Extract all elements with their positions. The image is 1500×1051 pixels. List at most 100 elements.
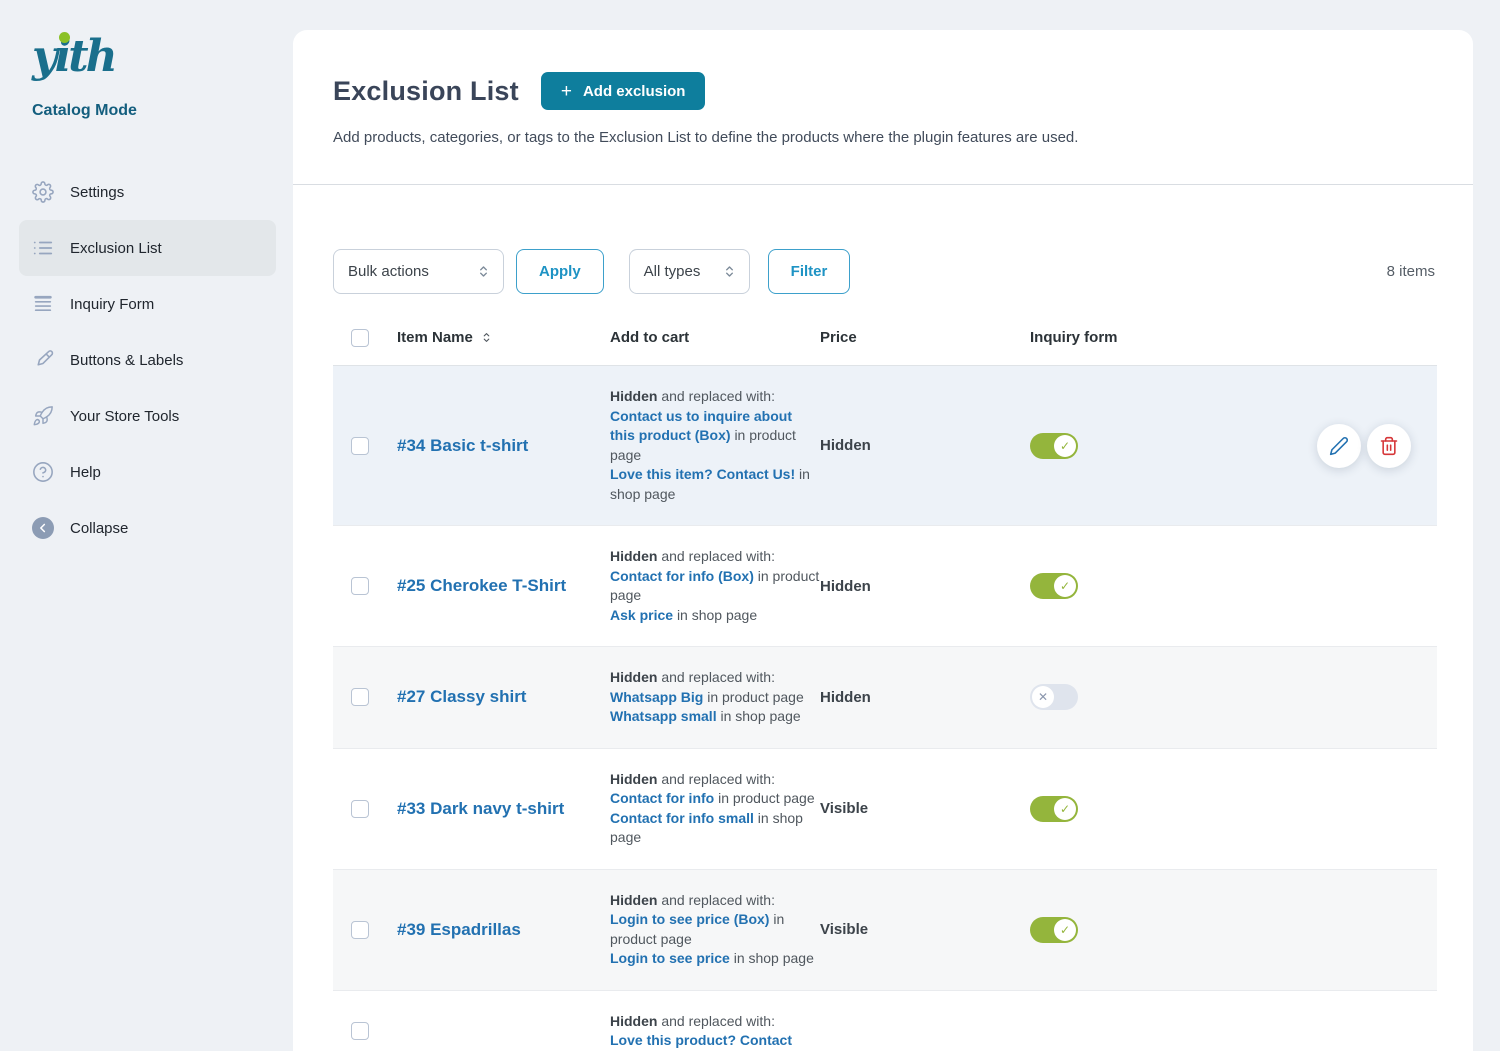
page-header: Exclusion List + Add exclusion Add produ… [293, 30, 1473, 185]
gear-icon [32, 181, 54, 203]
toggle-knob-icon: ✓ [1054, 434, 1076, 457]
item-name-link[interactable]: #27 Classy shirt [397, 687, 527, 707]
table-body: #34 Basic t-shirt Hidden and replaced wi… [333, 366, 1437, 1051]
row-actions [1317, 423, 1411, 468]
price-value: Hidden [820, 437, 871, 454]
sidebar-item-buttons-labels[interactable]: Buttons & Labels [19, 332, 276, 388]
rocket-icon [32, 405, 54, 427]
row-checkbox[interactable] [351, 1022, 369, 1040]
item-name-link[interactable]: #33 Dark navy t-shirt [397, 798, 565, 818]
inquiry-toggle[interactable]: ✓ [1030, 432, 1078, 459]
list-icon [32, 237, 54, 259]
toggle-knob-icon: ✓ [1054, 797, 1076, 820]
sidebar-item-label: Collapse [70, 519, 129, 537]
price-value: Hidden [820, 577, 871, 595]
chevron-updown-icon [722, 264, 737, 279]
form-lines-icon [32, 293, 54, 315]
column-header-add-to-cart: Add to cart [610, 329, 690, 346]
sidebar-item-label: Inquiry Form [70, 295, 155, 313]
product-page-link[interactable]: Love this product? Contact [610, 1032, 792, 1048]
add-to-cart-cell: Hidden and replaced with: Contact for in… [610, 770, 815, 846]
add-exclusion-button[interactable]: + Add exclusion [540, 72, 706, 110]
add-to-cart-cell: Hidden and replaced with: Contact for in… [610, 548, 820, 623]
sidebar-item-label: Settings [70, 183, 125, 201]
collapse-arrow-icon [32, 517, 54, 539]
type-filter-select[interactable]: All types [628, 249, 750, 294]
row-checkbox[interactable] [351, 577, 369, 595]
shop-page-link[interactable]: Ask price [610, 606, 674, 623]
product-page-link[interactable]: Contact for info [610, 790, 715, 806]
exclusion-table: Item Name Add to cart Price Inquiry form… [333, 310, 1437, 1051]
price-value: Visible [820, 921, 869, 938]
chevron-updown-icon [476, 264, 491, 279]
inquiry-toggle[interactable]: ✓ [1030, 573, 1078, 599]
sidebar-nav: Settings Exclusion List Inquiry Form But… [0, 164, 293, 556]
column-header-item-name[interactable]: Item Name [385, 329, 610, 346]
table-row: #27 Classy shirt Hidden and replaced wit… [333, 647, 1437, 749]
shop-page-link[interactable]: Contact for info small [610, 809, 754, 826]
page-description: Add products, categories, or tags to the… [333, 129, 1079, 146]
inquiry-toggle[interactable]: ✓ [1030, 795, 1078, 822]
question-circle-icon [32, 461, 54, 483]
edit-button[interactable] [1317, 423, 1361, 468]
add-to-cart-cell: Hidden and replaced with: Login to see p… [610, 891, 814, 967]
sidebar-item-exclusion-list[interactable]: Exclusion List [19, 220, 276, 276]
yith-logo-text: yith [32, 31, 118, 82]
product-page-link[interactable]: Contact for info (Box) [610, 567, 754, 584]
table-row: #34 Basic t-shirt Hidden and replaced wi… [333, 366, 1437, 526]
price-value: Visible [820, 800, 869, 817]
sidebar-item-help[interactable]: Help [19, 444, 276, 500]
item-name-link[interactable]: #39 Espadrillas [397, 919, 521, 939]
column-header-inquiry-form: Inquiry form [1030, 329, 1118, 346]
product-page-link[interactable]: Login to see price (Box) [610, 911, 770, 927]
yith-logo: yith [32, 30, 142, 88]
table-header-row: Item Name Add to cart Price Inquiry form [333, 310, 1437, 366]
row-checkbox[interactable] [351, 436, 369, 455]
item-name-link[interactable]: #34 Basic t-shirt [397, 435, 529, 455]
bulk-actions-select[interactable]: Bulk actions [333, 249, 504, 294]
shop-page-link[interactable]: Login to see price [610, 950, 730, 966]
item-name-link[interactable]: #25 Cherokee T-Shirt [397, 576, 567, 595]
eyedropper-icon [32, 349, 54, 371]
delete-button[interactable] [1367, 423, 1411, 468]
apply-button[interactable]: Apply [516, 249, 604, 294]
sidebar: yith Catalog Mode Settings Exclusion Lis… [0, 0, 293, 1051]
logo-green-dot-icon [59, 32, 70, 43]
sidebar-collapse-button[interactable]: Collapse [19, 500, 276, 556]
table-toolbar: Bulk actions Apply All types Filter 8 it… [333, 249, 1437, 294]
sidebar-item-inquiry-form[interactable]: Inquiry Form [19, 276, 276, 332]
price-value: Hidden [820, 688, 871, 706]
add-to-cart-cell: Hidden and replaced with: Contact us to … [610, 388, 810, 502]
table-row: #33 Dark navy t-shirt Hidden and replace… [333, 748, 1437, 870]
table-row: Hidden and replaced with: Love this prod… [333, 990, 1437, 1051]
shop-page-link[interactable]: Love this item? Contact Us! [610, 466, 796, 482]
product-page-link[interactable]: Contact us to inquire about this product… [610, 407, 792, 444]
shop-page-link[interactable]: Whatsapp small [610, 708, 717, 724]
page-title: Exclusion List [333, 75, 519, 106]
product-page-link[interactable]: Whatsapp Big [610, 688, 704, 705]
main-panel: Exclusion List + Add exclusion Add produ… [293, 30, 1473, 1051]
table-row: #25 Cherokee T-Shirt Hidden and replaced… [333, 526, 1437, 647]
row-checkbox[interactable] [351, 799, 369, 818]
items-count: 8 items [1386, 263, 1435, 280]
inquiry-toggle[interactable]: ✕ [1030, 684, 1078, 711]
sidebar-item-settings[interactable]: Settings [19, 164, 276, 220]
sidebar-item-label: Buttons & Labels [70, 351, 184, 369]
add-to-cart-cell: Hidden and replaced with: Whatsapp Big i… [610, 669, 804, 724]
column-header-price: Price [820, 329, 857, 346]
row-checkbox[interactable] [351, 688, 369, 707]
table-row: #39 Espadrillas Hidden and replaced with… [333, 869, 1437, 991]
sidebar-item-label: Help [70, 463, 101, 481]
inquiry-toggle[interactable]: ✓ [1030, 916, 1078, 943]
toggle-knob-icon: ✓ [1054, 575, 1076, 597]
sidebar-item-your-store-tools[interactable]: Your Store Tools [19, 388, 276, 444]
sidebar-item-label: Exclusion List [70, 239, 162, 257]
select-all-checkbox[interactable] [351, 328, 369, 347]
plus-icon: + [560, 80, 572, 102]
sort-icon [480, 331, 493, 344]
sidebar-item-label: Your Store Tools [70, 407, 180, 425]
filter-button[interactable]: Filter [767, 249, 851, 294]
row-checkbox[interactable] [351, 920, 369, 939]
toggle-knob-icon: ✓ [1054, 918, 1076, 941]
